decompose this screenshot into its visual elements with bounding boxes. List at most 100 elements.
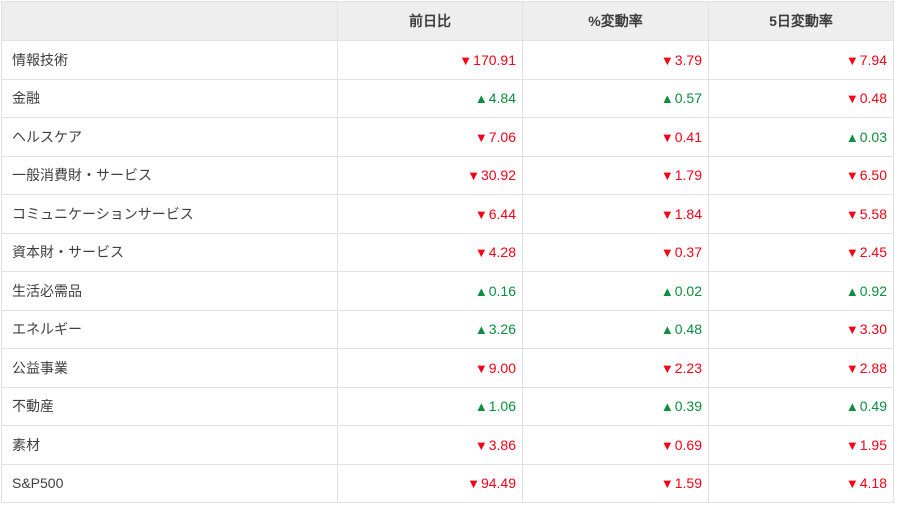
sector-name: 不動産	[1, 386, 338, 426]
down-triangle-icon: ▼	[845, 360, 859, 376]
percent-change-value: 0.39	[674, 398, 702, 415]
sector-name: 資本財・サービス	[1, 232, 338, 272]
up-triangle-icon: ▲	[660, 399, 674, 415]
day-change-value: 6.44	[488, 205, 516, 222]
five-day-change-value: 0.48	[859, 90, 887, 107]
five-day-change-cell: ▼3.30	[708, 309, 894, 349]
day-change-value: 4.28	[488, 244, 516, 261]
up-triangle-icon: ▲	[660, 283, 674, 299]
five-day-change-value: 4.18	[859, 475, 887, 492]
percent-change-value: 0.41	[674, 128, 702, 145]
down-triangle-icon: ▼	[474, 129, 488, 145]
five-day-change-value: 6.50	[859, 167, 887, 184]
day-change-cell: ▼94.49	[337, 463, 523, 503]
up-triangle-icon: ▲	[845, 129, 859, 145]
header-sector	[1, 1, 338, 41]
day-change-cell: ▼170.91	[337, 40, 523, 80]
percent-change-cell: ▲0.39	[522, 386, 709, 426]
down-triangle-icon: ▼	[845, 322, 859, 338]
day-change-value: 3.26	[488, 321, 516, 338]
day-change-cell: ▲1.06	[337, 386, 523, 426]
down-triangle-icon: ▼	[660, 360, 674, 376]
percent-change-cell: ▼1.59	[522, 463, 709, 503]
header-percent-change: %変動率	[522, 1, 709, 41]
five-day-change-value: 0.49	[859, 398, 887, 415]
down-triangle-icon: ▼	[467, 168, 480, 184]
down-triangle-icon: ▼	[467, 476, 480, 492]
five-day-change-value: 2.88	[859, 359, 887, 376]
five-day-change-cell: ▼2.88	[708, 348, 894, 388]
up-triangle-icon: ▲	[660, 91, 674, 107]
day-change-value: 4.84	[488, 90, 516, 107]
five-day-change-value: 7.94	[859, 51, 887, 68]
table-row: 資本財・サービス ▼4.28 ▼0.37 ▼2.45	[1, 232, 894, 272]
day-change-value: 9.00	[488, 359, 516, 376]
sector-name: 一般消費財・サービス	[1, 155, 338, 195]
five-day-change-value: 0.03	[859, 128, 887, 145]
five-day-change-cell: ▼6.50	[708, 155, 894, 195]
down-triangle-icon: ▼	[845, 91, 859, 107]
table-row: 不動産 ▲1.06 ▲0.39 ▲0.49	[1, 386, 894, 426]
table-row: 公益事業 ▼9.00 ▼2.23 ▼2.88	[1, 348, 894, 388]
table-row: ヘルスケア ▼7.06 ▼0.41 ▲0.03	[1, 117, 894, 157]
day-change-cell: ▼9.00	[337, 348, 523, 388]
down-triangle-icon: ▼	[660, 245, 674, 261]
percent-change-cell: ▼0.37	[522, 232, 709, 272]
header-day-change: 前日比	[337, 1, 523, 41]
down-triangle-icon: ▼	[660, 129, 674, 145]
five-day-change-value: 1.95	[859, 436, 887, 453]
percent-change-value: 1.59	[674, 475, 702, 492]
percent-change-value: 2.23	[674, 359, 702, 376]
table-row: 金融 ▲4.84 ▲0.57 ▼0.48	[1, 78, 894, 118]
five-day-change-cell: ▼0.48	[708, 78, 894, 118]
five-day-change-cell: ▼5.58	[708, 194, 894, 234]
percent-change-cell: ▼0.69	[522, 425, 709, 465]
five-day-change-cell: ▲0.49	[708, 386, 894, 426]
table-row: S&P500 ▼94.49 ▼1.59 ▼4.18	[1, 463, 894, 503]
down-triangle-icon: ▼	[660, 168, 674, 184]
percent-change-cell: ▼3.79	[522, 40, 709, 80]
sector-name: S&P500	[1, 463, 338, 503]
table-row: 素材 ▼3.86 ▼0.69 ▼1.95	[1, 425, 894, 465]
percent-change-value: 0.48	[674, 321, 702, 338]
down-triangle-icon: ▼	[845, 206, 859, 222]
down-triangle-icon: ▼	[474, 437, 488, 453]
up-triangle-icon: ▲	[474, 283, 488, 299]
five-day-change-cell: ▼1.95	[708, 425, 894, 465]
percent-change-cell: ▼1.79	[522, 155, 709, 195]
five-day-change-value: 0.92	[859, 282, 887, 299]
day-change-cell: ▲0.16	[337, 271, 523, 311]
down-triangle-icon: ▼	[660, 206, 674, 222]
five-day-change-value: 5.58	[859, 205, 887, 222]
table-row: コミュニケーションサービス ▼6.44 ▼1.84 ▼5.58	[1, 194, 894, 234]
up-triangle-icon: ▲	[845, 399, 859, 415]
header-row: 前日比 %変動率 5日変動率	[1, 1, 894, 41]
up-triangle-icon: ▲	[474, 91, 488, 107]
percent-change-cell: ▼2.23	[522, 348, 709, 388]
day-change-value: 3.86	[488, 436, 516, 453]
day-change-value: 0.16	[488, 282, 516, 299]
sector-name: 情報技術	[1, 40, 338, 80]
up-triangle-icon: ▲	[474, 322, 488, 338]
day-change-value: 1.06	[488, 398, 516, 415]
percent-change-value: 0.37	[674, 244, 702, 261]
day-change-value: 94.49	[480, 475, 516, 492]
percent-change-value: 0.02	[674, 282, 702, 299]
percent-change-cell: ▼1.84	[522, 194, 709, 234]
day-change-cell: ▼7.06	[337, 117, 523, 157]
down-triangle-icon: ▼	[474, 245, 488, 261]
percent-change-value: 1.79	[674, 167, 702, 184]
down-triangle-icon: ▼	[660, 52, 674, 68]
day-change-value: 170.91	[473, 51, 516, 68]
down-triangle-icon: ▼	[660, 476, 674, 492]
down-triangle-icon: ▼	[474, 360, 488, 376]
percent-change-cell: ▲0.48	[522, 309, 709, 349]
five-day-change-value: 2.45	[859, 244, 887, 261]
down-triangle-icon: ▼	[660, 437, 674, 453]
down-triangle-icon: ▼	[474, 206, 488, 222]
table-body: 情報技術 ▼170.91 ▼3.79 ▼7.94 金融 ▲4.84 ▲0.57 …	[1, 40, 894, 503]
five-day-change-cell: ▼2.45	[708, 232, 894, 272]
table-row: 生活必需品 ▲0.16 ▲0.02 ▲0.92	[1, 271, 894, 311]
sector-name: 生活必需品	[1, 271, 338, 311]
